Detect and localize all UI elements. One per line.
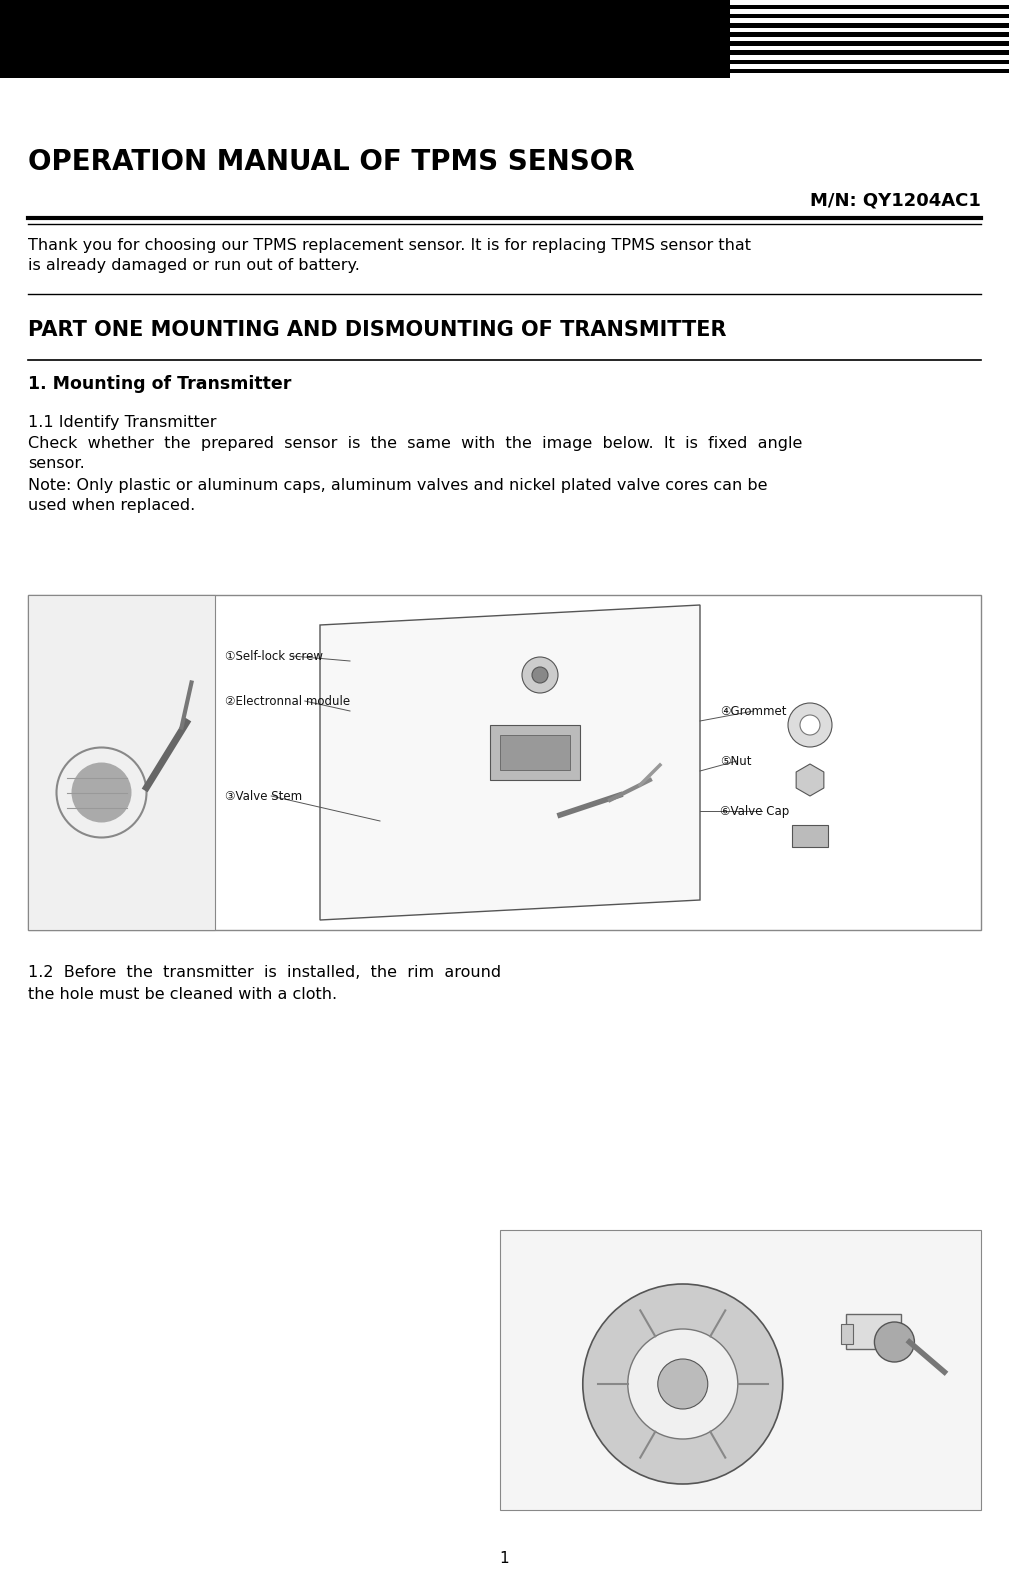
- Bar: [730, 64, 1009, 69]
- Text: Note: Only plastic or aluminum caps, aluminum valves and nickel plated valve cor: Note: Only plastic or aluminum caps, alu…: [28, 477, 768, 493]
- Bar: [847, 1314, 901, 1349]
- Circle shape: [522, 658, 558, 693]
- Circle shape: [788, 702, 832, 747]
- Text: M/N: QY1204AC1: M/N: QY1204AC1: [810, 192, 981, 211]
- Bar: [730, 18, 1009, 22]
- Bar: [730, 10, 1009, 14]
- Circle shape: [875, 1321, 914, 1361]
- Text: PART ONE MOUNTING AND DISMOUNTING OF TRANSMITTER: PART ONE MOUNTING AND DISMOUNTING OF TRA…: [28, 321, 726, 340]
- Bar: [730, 54, 1009, 59]
- Bar: [28, 595, 981, 930]
- Text: 1.1 Identify Transmitter: 1.1 Identify Transmitter: [28, 415, 217, 429]
- Bar: [730, 46, 1009, 51]
- Circle shape: [800, 715, 820, 736]
- Circle shape: [532, 667, 548, 683]
- Text: ①Self-lock screw: ①Self-lock screw: [225, 650, 323, 662]
- Circle shape: [628, 1329, 738, 1440]
- Text: ③Valve Stem: ③Valve Stem: [225, 790, 302, 803]
- Circle shape: [583, 1285, 783, 1484]
- Bar: [730, 37, 1009, 41]
- Text: OPERATION MANUAL OF TPMS SENSOR: OPERATION MANUAL OF TPMS SENSOR: [28, 148, 635, 176]
- Bar: [0, 0, 1009, 78]
- Text: ⑤Nut: ⑤Nut: [720, 755, 752, 768]
- Text: Check  whether  the  prepared  sensor  is  the  same  with  the  image  below.  : Check whether the prepared sensor is the…: [28, 436, 802, 452]
- Text: is already damaged or run out of battery.: is already damaged or run out of battery…: [28, 259, 360, 273]
- Text: Thank you for choosing our TPMS replacement sensor. It is for replacing TPMS sen: Thank you for choosing our TPMS replacem…: [28, 238, 751, 254]
- Bar: [730, 73, 1009, 78]
- Text: 1.2  Before  the  transmitter  is  installed,  the  rim  around: 1.2 Before the transmitter is installed,…: [28, 966, 501, 980]
- Bar: [490, 725, 580, 780]
- Bar: [28, 595, 215, 930]
- Text: 1. Mounting of Transmitter: 1. Mounting of Transmitter: [28, 375, 292, 393]
- Circle shape: [72, 763, 131, 822]
- Circle shape: [658, 1360, 707, 1409]
- Text: the hole must be cleaned with a cloth.: the hole must be cleaned with a cloth.: [28, 986, 337, 1002]
- Bar: [500, 1231, 981, 1510]
- Text: used when replaced.: used when replaced.: [28, 498, 196, 512]
- Bar: [842, 1325, 854, 1344]
- Text: ④Grommet: ④Grommet: [720, 705, 786, 718]
- Text: ⑥Valve Cap: ⑥Valve Cap: [720, 804, 789, 819]
- Bar: [792, 825, 828, 847]
- Text: 1: 1: [499, 1551, 510, 1566]
- Bar: [730, 0, 1009, 5]
- Text: sensor.: sensor.: [28, 456, 85, 471]
- Polygon shape: [320, 605, 700, 919]
- Text: ②Electronnal module: ②Electronnal module: [225, 694, 350, 709]
- Bar: [730, 27, 1009, 32]
- Bar: [500, 736, 570, 769]
